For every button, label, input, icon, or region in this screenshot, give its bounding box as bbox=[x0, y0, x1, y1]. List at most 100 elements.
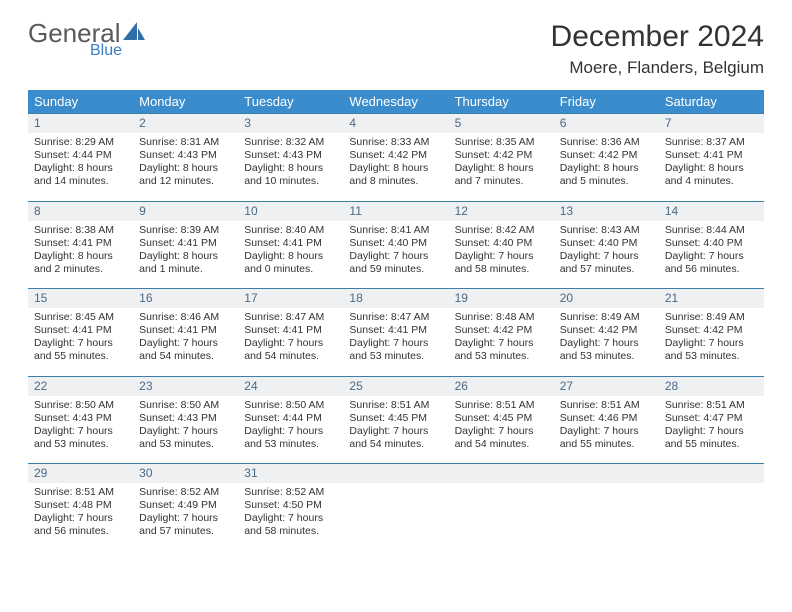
day-cell: Sunrise: 8:44 AMSunset: 4:40 PMDaylight:… bbox=[659, 221, 764, 289]
daylight-text: and 53 minutes. bbox=[560, 350, 653, 363]
month-title: December 2024 bbox=[551, 20, 764, 54]
day-cell: Sunrise: 8:47 AMSunset: 4:41 PMDaylight:… bbox=[238, 308, 343, 376]
day-number: 23 bbox=[133, 376, 238, 396]
daylight-text: Daylight: 7 hours bbox=[349, 250, 442, 263]
title-block: December 2024 Moere, Flanders, Belgium bbox=[551, 20, 764, 78]
daylight-text: and 7 minutes. bbox=[455, 175, 548, 188]
day-content-row: Sunrise: 8:50 AMSunset: 4:43 PMDaylight:… bbox=[28, 396, 764, 464]
daylight-text: and 56 minutes. bbox=[34, 525, 127, 538]
sunrise-text: Sunrise: 8:51 AM bbox=[349, 399, 442, 412]
daylight-text: Daylight: 7 hours bbox=[455, 337, 548, 350]
daylight-text: and 4 minutes. bbox=[665, 175, 758, 188]
daylight-text: Daylight: 7 hours bbox=[349, 337, 442, 350]
daylight-text: and 10 minutes. bbox=[244, 175, 337, 188]
daylight-text: Daylight: 7 hours bbox=[139, 337, 232, 350]
day-number-row: 293031 bbox=[28, 464, 764, 484]
daylight-text: Daylight: 7 hours bbox=[244, 337, 337, 350]
daylight-text: and 57 minutes. bbox=[139, 525, 232, 538]
day-cell: Sunrise: 8:43 AMSunset: 4:40 PMDaylight:… bbox=[554, 221, 659, 289]
daylight-text: and 53 minutes. bbox=[244, 438, 337, 451]
daylight-text: and 1 minute. bbox=[139, 263, 232, 276]
daylight-text: and 54 minutes. bbox=[349, 438, 442, 451]
calendar-table: Sunday Monday Tuesday Wednesday Thursday… bbox=[28, 90, 764, 551]
daylight-text: Daylight: 8 hours bbox=[34, 162, 127, 175]
sunset-text: Sunset: 4:41 PM bbox=[665, 149, 758, 162]
weekday-header: Friday bbox=[554, 90, 659, 114]
sail-icon bbox=[123, 20, 145, 46]
day-number bbox=[343, 464, 448, 484]
daylight-text: Daylight: 7 hours bbox=[34, 337, 127, 350]
sunset-text: Sunset: 4:42 PM bbox=[455, 149, 548, 162]
sunrise-text: Sunrise: 8:41 AM bbox=[349, 224, 442, 237]
day-cell: Sunrise: 8:33 AMSunset: 4:42 PMDaylight:… bbox=[343, 133, 448, 201]
sunset-text: Sunset: 4:43 PM bbox=[244, 149, 337, 162]
sunrise-text: Sunrise: 8:52 AM bbox=[139, 486, 232, 499]
sunrise-text: Sunrise: 8:44 AM bbox=[665, 224, 758, 237]
sunrise-text: Sunrise: 8:29 AM bbox=[34, 136, 127, 149]
sunset-text: Sunset: 4:40 PM bbox=[665, 237, 758, 250]
sunset-text: Sunset: 4:46 PM bbox=[560, 412, 653, 425]
day-number-row: 15161718192021 bbox=[28, 289, 764, 309]
day-cell: Sunrise: 8:45 AMSunset: 4:41 PMDaylight:… bbox=[28, 308, 133, 376]
weekday-header-row: Sunday Monday Tuesday Wednesday Thursday… bbox=[28, 90, 764, 114]
sunrise-text: Sunrise: 8:51 AM bbox=[665, 399, 758, 412]
day-content-row: Sunrise: 8:45 AMSunset: 4:41 PMDaylight:… bbox=[28, 308, 764, 376]
daylight-text: and 54 minutes. bbox=[244, 350, 337, 363]
sunrise-text: Sunrise: 8:51 AM bbox=[455, 399, 548, 412]
sunset-text: Sunset: 4:41 PM bbox=[139, 324, 232, 337]
daylight-text: Daylight: 7 hours bbox=[349, 425, 442, 438]
daylight-text: Daylight: 7 hours bbox=[34, 512, 127, 525]
sunrise-text: Sunrise: 8:51 AM bbox=[34, 486, 127, 499]
daylight-text: and 53 minutes. bbox=[139, 438, 232, 451]
day-number bbox=[659, 464, 764, 484]
sunrise-text: Sunrise: 8:39 AM bbox=[139, 224, 232, 237]
day-number: 13 bbox=[554, 201, 659, 221]
day-number: 31 bbox=[238, 464, 343, 484]
daylight-text: and 54 minutes. bbox=[455, 438, 548, 451]
sunrise-text: Sunrise: 8:35 AM bbox=[455, 136, 548, 149]
sunrise-text: Sunrise: 8:50 AM bbox=[34, 399, 127, 412]
day-number: 3 bbox=[238, 114, 343, 134]
daylight-text: Daylight: 7 hours bbox=[139, 425, 232, 438]
sunrise-text: Sunrise: 8:32 AM bbox=[244, 136, 337, 149]
daylight-text: and 57 minutes. bbox=[560, 263, 653, 276]
sunset-text: Sunset: 4:40 PM bbox=[560, 237, 653, 250]
sunset-text: Sunset: 4:48 PM bbox=[34, 499, 127, 512]
day-cell: Sunrise: 8:46 AMSunset: 4:41 PMDaylight:… bbox=[133, 308, 238, 376]
daylight-text: and 54 minutes. bbox=[139, 350, 232, 363]
sunrise-text: Sunrise: 8:47 AM bbox=[349, 311, 442, 324]
day-number: 4 bbox=[343, 114, 448, 134]
daylight-text: Daylight: 8 hours bbox=[244, 162, 337, 175]
sunset-text: Sunset: 4:40 PM bbox=[349, 237, 442, 250]
day-cell: Sunrise: 8:51 AMSunset: 4:46 PMDaylight:… bbox=[554, 396, 659, 464]
sunset-text: Sunset: 4:47 PM bbox=[665, 412, 758, 425]
day-cell bbox=[554, 483, 659, 551]
day-cell: Sunrise: 8:51 AMSunset: 4:47 PMDaylight:… bbox=[659, 396, 764, 464]
daylight-text: and 0 minutes. bbox=[244, 263, 337, 276]
day-cell: Sunrise: 8:31 AMSunset: 4:43 PMDaylight:… bbox=[133, 133, 238, 201]
sunset-text: Sunset: 4:45 PM bbox=[349, 412, 442, 425]
day-number bbox=[449, 464, 554, 484]
sunset-text: Sunset: 4:43 PM bbox=[139, 412, 232, 425]
day-cell: Sunrise: 8:50 AMSunset: 4:44 PMDaylight:… bbox=[238, 396, 343, 464]
day-number-row: 1234567 bbox=[28, 114, 764, 134]
day-number: 30 bbox=[133, 464, 238, 484]
sunrise-text: Sunrise: 8:49 AM bbox=[560, 311, 653, 324]
day-number: 11 bbox=[343, 201, 448, 221]
weekday-header: Thursday bbox=[449, 90, 554, 114]
sunset-text: Sunset: 4:44 PM bbox=[244, 412, 337, 425]
daylight-text: Daylight: 7 hours bbox=[455, 425, 548, 438]
daylight-text: Daylight: 7 hours bbox=[139, 512, 232, 525]
day-cell: Sunrise: 8:51 AMSunset: 4:45 PMDaylight:… bbox=[449, 396, 554, 464]
day-number-row: 22232425262728 bbox=[28, 376, 764, 396]
day-number: 1 bbox=[28, 114, 133, 134]
sunset-text: Sunset: 4:42 PM bbox=[455, 324, 548, 337]
sunset-text: Sunset: 4:41 PM bbox=[349, 324, 442, 337]
sunrise-text: Sunrise: 8:33 AM bbox=[349, 136, 442, 149]
day-cell: Sunrise: 8:49 AMSunset: 4:42 PMDaylight:… bbox=[554, 308, 659, 376]
daylight-text: Daylight: 8 hours bbox=[349, 162, 442, 175]
daylight-text: Daylight: 7 hours bbox=[560, 425, 653, 438]
day-number: 21 bbox=[659, 289, 764, 309]
sunset-text: Sunset: 4:42 PM bbox=[665, 324, 758, 337]
day-content-row: Sunrise: 8:51 AMSunset: 4:48 PMDaylight:… bbox=[28, 483, 764, 551]
